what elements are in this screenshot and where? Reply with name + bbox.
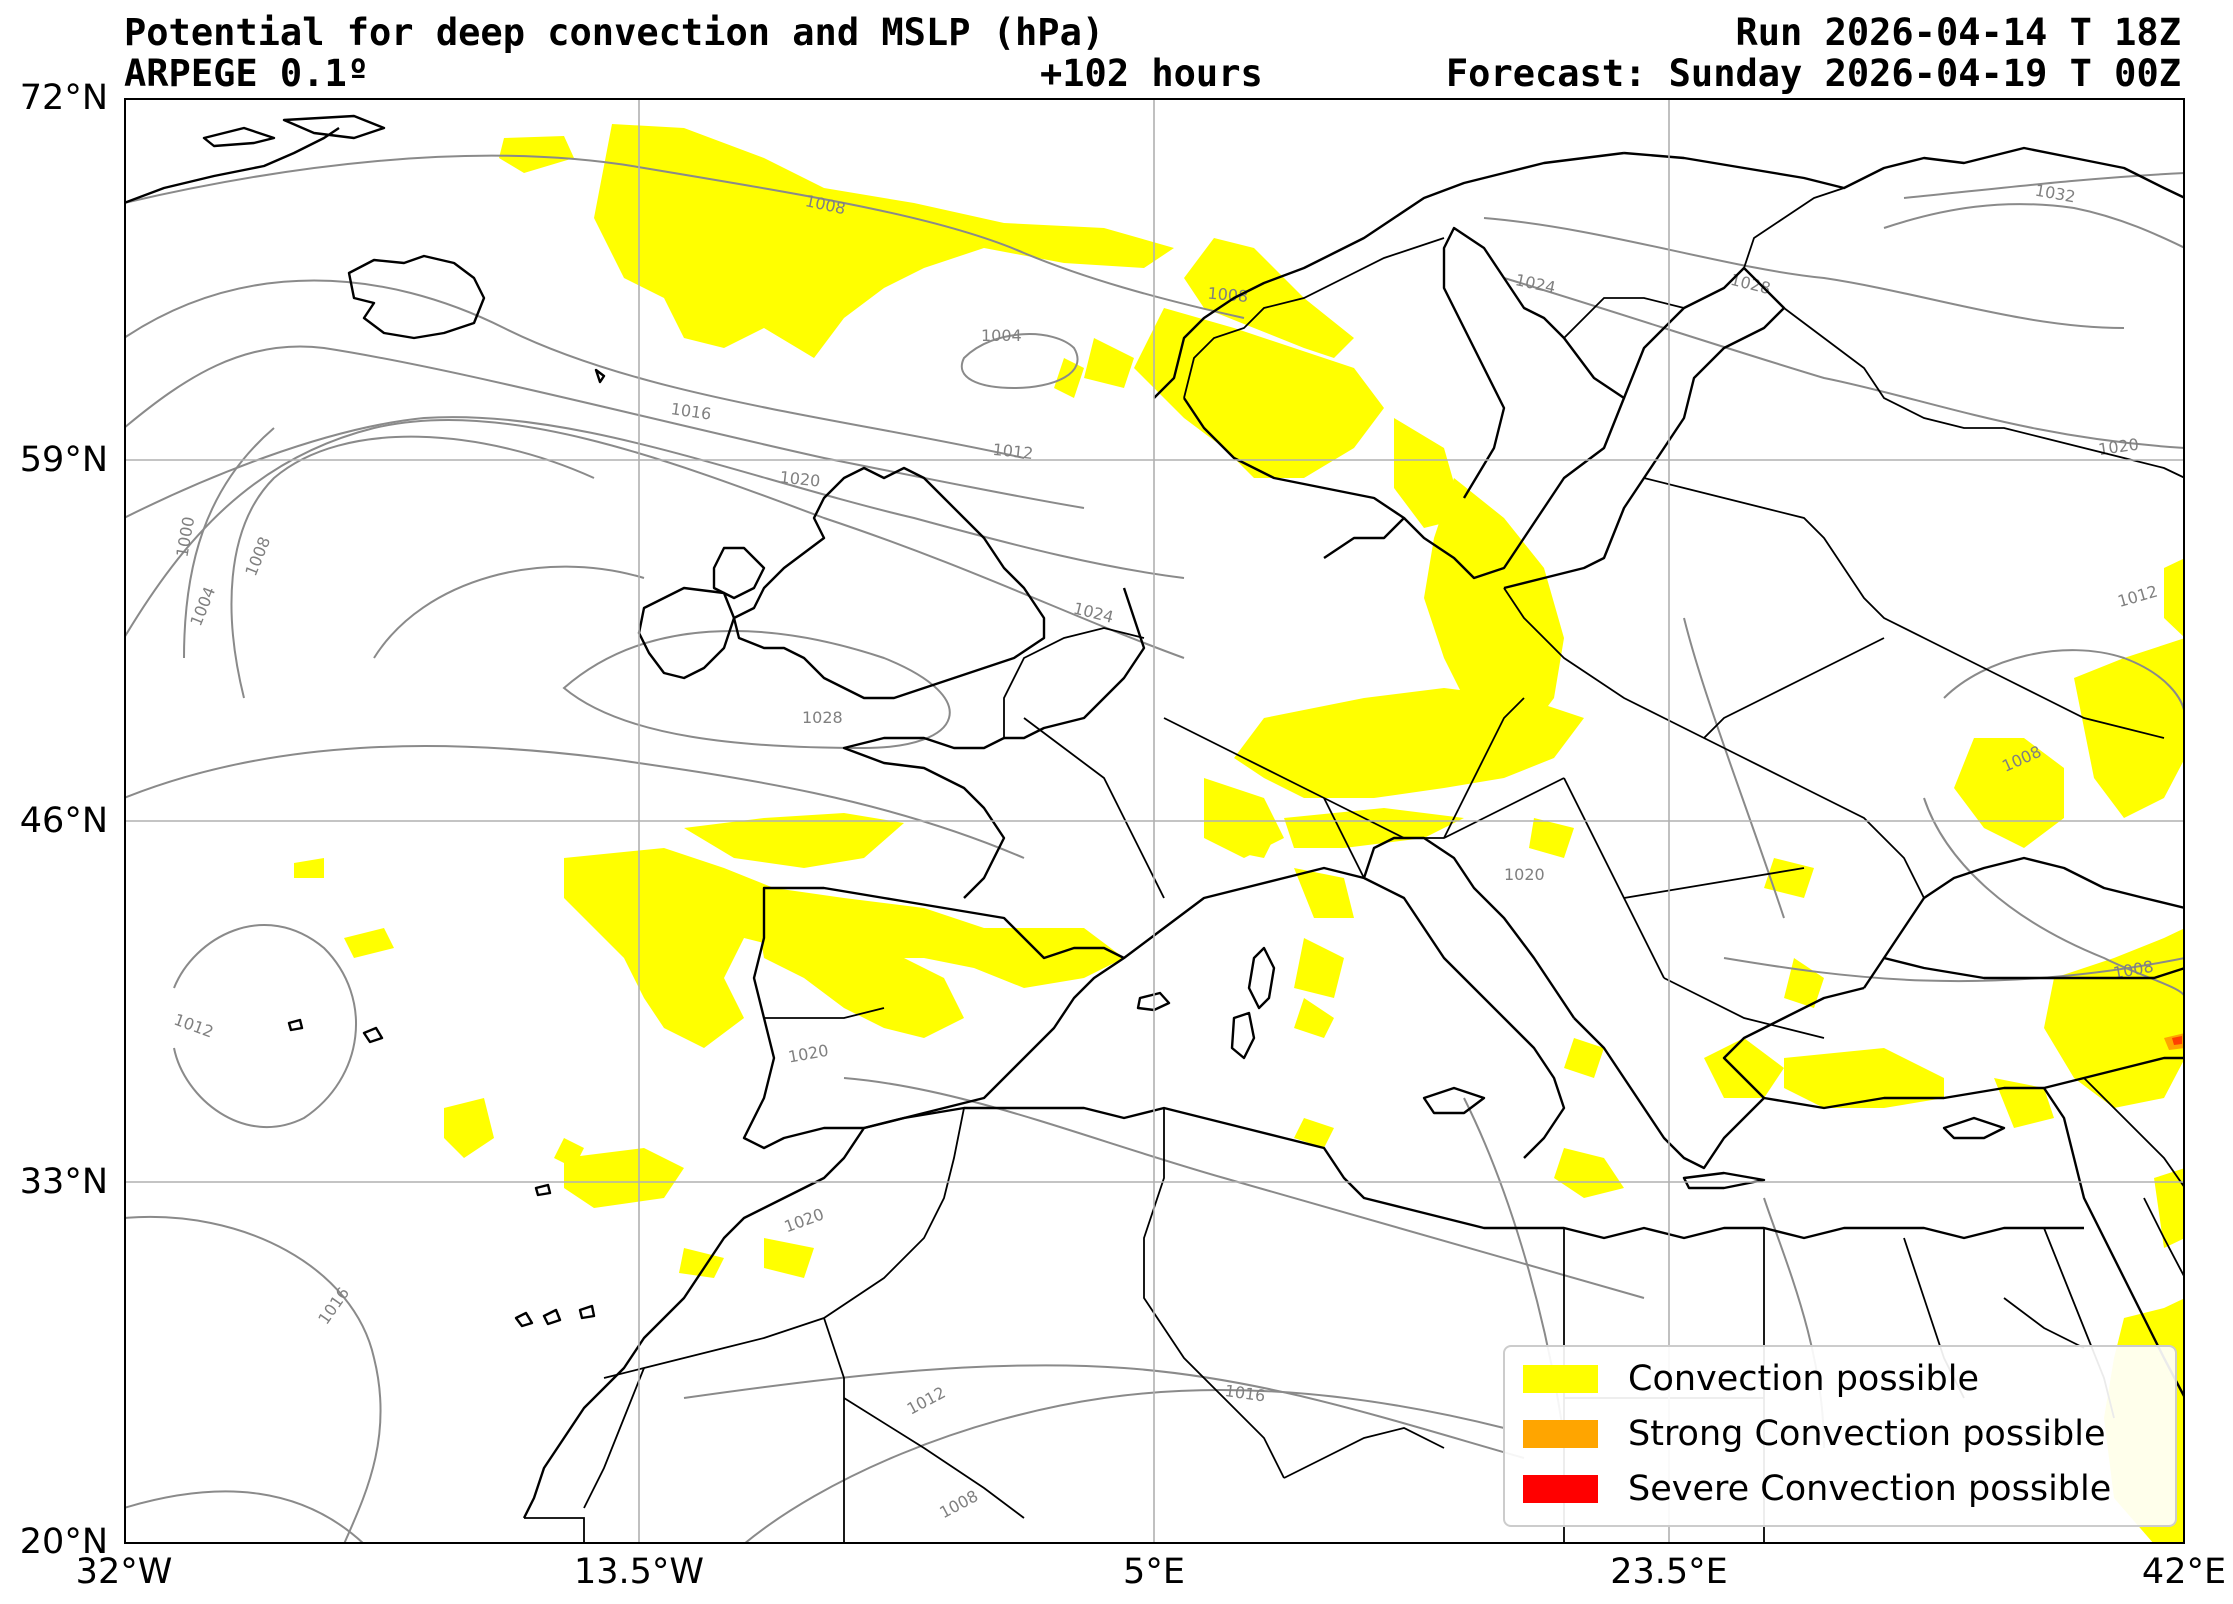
lat-label-46n: 46°N [19,801,108,841]
isobar-label: 1008 [936,1486,981,1522]
lat-label-59n: 59°N [19,440,108,480]
isobar-label: 1012 [904,1383,949,1419]
lon-label-23-5e: 23.5°E [1610,1552,1728,1592]
legend-item-strong: Strong Convection possible [1523,1414,2106,1454]
lon-label-32w: 32°W [75,1552,173,1592]
isobar-label: 1004 [981,326,1022,345]
isobar-label: 1020 [779,468,821,491]
lat-label-20n: 20°N [19,1522,108,1562]
isobar-label: 1016 [1224,1381,1267,1405]
isobar-label: 1016 [670,399,713,423]
isobars [124,154,2185,1544]
legend-item-convection: Convection possible [1523,1359,1979,1399]
isobar-label: 1012 [2115,581,2159,610]
legend-label: Strong Convection possible [1628,1414,2106,1454]
legend-swatch-yellow [1523,1365,1598,1393]
lat-label-33n: 33°N [19,1162,108,1202]
isobar-label: 1012 [992,440,1034,463]
forecast-time: Forecast: Sunday 2026-04-19 T 00Z [1445,52,2181,95]
isobar-label: 1032 [2034,181,2077,207]
isobar-label: 1008 [241,534,274,579]
lat-label-72n: 72°N [19,78,108,118]
isobar-label: 1028 [802,708,843,727]
legend-label: Convection possible [1628,1359,1979,1399]
isobar-label: 1012 [171,1010,216,1042]
model-name: ARPEGE 0.1º [124,52,370,95]
strong-convection-spot [2164,1033,2185,1050]
lead-time: +102 hours [1040,52,1263,95]
map-frame [124,98,2185,1544]
convection-areas [294,124,2185,1544]
lon-label-5e: 5°E [1123,1552,1185,1592]
lon-label-13-5w: 13.5°W [573,1552,705,1592]
legend-swatch-orange [1523,1420,1598,1448]
lon-label-42e: 42°E [2141,1552,2227,1592]
country-borders [524,237,2185,1544]
forecast-map[interactable]: 1008 1008 1004 1016 1012 1020 1024 1028 … [124,98,2185,1544]
run-time: Run 2026-04-14 T 18Z [1735,11,2181,54]
legend-swatch-red [1523,1475,1598,1503]
map-title: Potential for deep convection and MSLP (… [124,11,1105,54]
isobar-label: 1020 [2097,435,2140,459]
isobar-label: 1008 [1207,284,1249,306]
isobar-label: 1024 [1513,270,1557,297]
isobar-label: 1020 [782,1204,827,1236]
isobar-label: 1020 [787,1041,830,1067]
isobar-label: 1020 [1504,865,1545,884]
legend-item-severe: Severe Convection possible [1523,1469,2111,1509]
isobar-label: 1004 [186,584,219,629]
isobar-label: 1000 [172,515,198,558]
coastlines [124,114,2185,1519]
gridlines [124,98,2185,1544]
legend-label: Severe Convection possible [1628,1469,2112,1509]
legend: Convection possible Strong Convection po… [1503,1345,2177,1527]
isobar-label: 1016 [314,1284,353,1328]
